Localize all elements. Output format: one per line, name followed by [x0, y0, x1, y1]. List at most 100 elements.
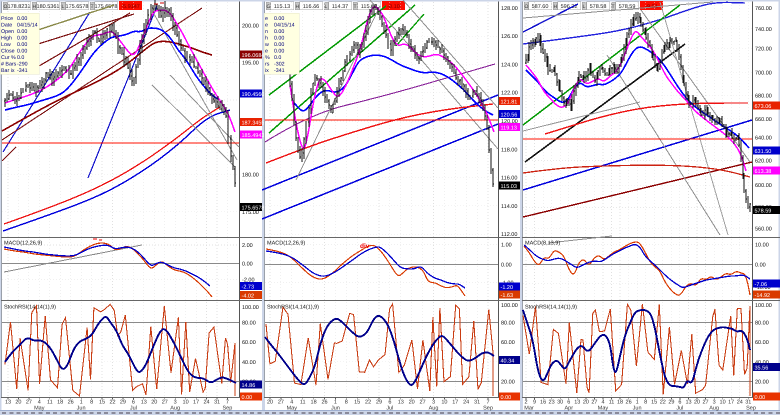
svg-text:620.00: 620.00 — [755, 159, 772, 165]
svg-text:15: 15 — [99, 400, 105, 406]
svg-text:15: 15 — [651, 400, 657, 406]
svg-text:6: 6 — [132, 400, 135, 406]
svg-text:-5.9147: -5.9147 — [121, 4, 140, 10]
svg-text:578.58: 578.58 — [590, 4, 607, 10]
svg-text:H: H — [554, 4, 558, 10]
svg-text:100.00: 100.00 — [501, 303, 518, 309]
svg-text:114.00: 114.00 — [501, 204, 517, 210]
svg-text:Sep: Sep — [746, 406, 756, 412]
svg-text:631.50: 631.50 — [755, 149, 772, 155]
svg-text:29: 29 — [668, 400, 674, 406]
svg-text:124.00: 124.00 — [501, 62, 518, 68]
svg-text:MACD(12,26,9): MACD(12,26,9) — [4, 241, 42, 247]
svg-text:115.13: 115.13 — [274, 4, 290, 10]
svg-text:2.00: 2.00 — [242, 243, 253, 249]
svg-text:-302: -302 — [274, 62, 285, 68]
svg-text:20: 20 — [151, 400, 157, 406]
svg-text:16: 16 — [540, 400, 546, 406]
svg-text:26: 26 — [68, 400, 74, 406]
svg-text:Cur %: Cur % — [1, 55, 16, 61]
svg-text:0.00: 0.00 — [501, 395, 512, 401]
svg-text:6: 6 — [388, 400, 391, 406]
svg-text:29: 29 — [120, 400, 126, 406]
svg-text:May: May — [34, 406, 45, 412]
svg-text:640.00: 640.00 — [755, 135, 772, 141]
svg-text:613.38: 613.38 — [755, 169, 772, 175]
svg-text:20: 20 — [15, 400, 21, 406]
svg-text:Mar: Mar — [524, 406, 534, 412]
svg-text:04/15/14: 04/15/14 — [17, 23, 38, 29]
svg-text:Sep: Sep — [483, 406, 493, 412]
svg-text:H: H — [33, 4, 37, 10]
svg-text:190.4560: 190.4560 — [242, 92, 265, 98]
svg-text:600.00: 600.00 — [755, 183, 772, 189]
svg-text:680.00: 680.00 — [755, 93, 772, 99]
svg-text:Open: Open — [1, 29, 14, 35]
svg-text:Jun: Jun — [331, 406, 340, 412]
svg-text:30: 30 — [557, 400, 563, 406]
svg-text:e: e — [265, 49, 268, 55]
svg-text:0.00: 0.00 — [274, 36, 284, 42]
svg-text:60.00: 60.00 — [242, 340, 256, 346]
svg-text:22: 22 — [109, 400, 115, 406]
svg-text:-341: -341 — [274, 68, 285, 74]
svg-text:20: 20 — [583, 400, 589, 406]
svg-text:-0.10: -0.10 — [387, 4, 400, 10]
svg-text:100.00: 100.00 — [755, 303, 772, 309]
svg-text:720.00: 720.00 — [755, 47, 772, 53]
svg-text:18: 18 — [311, 400, 317, 406]
svg-text:0.00: 0.00 — [274, 42, 284, 48]
svg-text:StochRSI(14,14(1),9): StochRSI(14,14(1),9) — [267, 305, 319, 311]
svg-text:0.00: 0.00 — [274, 16, 284, 22]
svg-text:24: 24 — [203, 400, 209, 406]
svg-text:May: May — [598, 406, 609, 412]
svg-text:O: O — [525, 4, 529, 10]
svg-text:MACD(8,13,9): MACD(8,13,9) — [525, 241, 560, 247]
svg-text:-10.00: -10.00 — [755, 285, 771, 291]
svg-text:0.00: 0.00 — [242, 395, 253, 401]
svg-text:20: 20 — [267, 400, 273, 406]
svg-text:Bar ix: Bar ix — [1, 68, 15, 74]
svg-text:0.0: 0.0 — [17, 55, 24, 61]
svg-text:116.00: 116.00 — [501, 176, 517, 182]
svg-text:560.00: 560.00 — [755, 226, 772, 232]
svg-text:18: 18 — [57, 400, 63, 406]
svg-text:-2.73: -2.73 — [242, 285, 255, 291]
svg-text:4: 4 — [290, 400, 293, 406]
svg-text:20: 20 — [694, 400, 700, 406]
svg-text:7: 7 — [486, 400, 489, 406]
svg-text:22: 22 — [365, 400, 371, 406]
svg-text:700.00: 700.00 — [755, 70, 772, 76]
svg-text:175.00: 175.00 — [242, 210, 259, 216]
svg-text:6: 6 — [567, 400, 570, 406]
svg-text:121.81: 121.81 — [501, 100, 518, 106]
svg-text:185.4943: 185.4943 — [242, 133, 265, 139]
svg-text:27: 27 — [591, 400, 597, 406]
svg-text:Aug: Aug — [709, 406, 719, 412]
svg-text:116.66: 116.66 — [303, 4, 319, 10]
svg-text:-341: -341 — [17, 68, 28, 74]
svg-text:w: w — [265, 42, 269, 48]
svg-text:11: 11 — [609, 400, 615, 406]
svg-text:180.00: 180.00 — [242, 173, 259, 179]
svg-text:High: High — [1, 36, 12, 42]
svg-text:20.00: 20.00 — [755, 379, 769, 385]
svg-text:178.8231: 178.8231 — [8, 4, 31, 10]
svg-text:StochRSI(14,14(1),9): StochRSI(14,14(1),9) — [4, 305, 56, 311]
svg-text:60.00: 60.00 — [755, 340, 769, 346]
svg-text:80.00: 80.00 — [755, 321, 769, 327]
svg-text:29: 29 — [376, 400, 382, 406]
svg-text:1: 1 — [80, 400, 83, 406]
svg-text:673.06: 673.06 — [755, 104, 772, 110]
svg-text:17: 17 — [452, 400, 458, 406]
svg-text:7: 7 — [226, 400, 229, 406]
svg-text:Jun: Jun — [633, 406, 642, 412]
svg-text:H: H — [296, 4, 300, 10]
svg-text:27: 27 — [162, 400, 168, 406]
svg-text:128.00: 128.00 — [501, 6, 518, 12]
svg-text:# Bars: # Bars — [1, 62, 17, 68]
svg-text:O: O — [267, 4, 271, 10]
svg-text:0.00: 0.00 — [17, 29, 27, 35]
svg-text:T: T — [612, 4, 615, 10]
svg-text:T: T — [91, 4, 94, 10]
